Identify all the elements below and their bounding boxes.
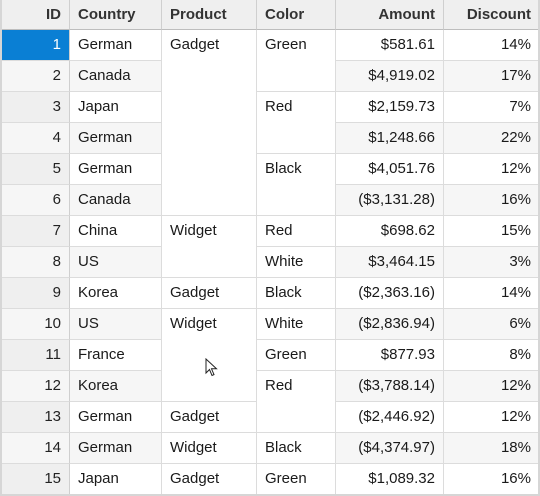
cell-country[interactable]: German: [70, 123, 162, 154]
cell-country[interactable]: US: [70, 247, 162, 278]
cell-discount[interactable]: 18%: [444, 433, 540, 464]
column-header-country[interactable]: Country: [70, 0, 162, 30]
cell-id[interactable]: 14: [0, 433, 70, 464]
cell-id[interactable]: 11: [0, 340, 70, 371]
cell-id[interactable]: 13: [0, 402, 70, 433]
merged-cell-product[interactable]: Widget: [162, 216, 257, 278]
cell-amount[interactable]: $1,248.66: [336, 123, 444, 154]
cell-id[interactable]: 2: [0, 61, 70, 92]
cell-amount[interactable]: ($3,788.14): [336, 371, 444, 402]
column-header-discount[interactable]: Discount: [444, 0, 540, 30]
cell-amount[interactable]: $4,051.76: [336, 154, 444, 185]
merged-cell-product[interactable]: Gadget: [162, 402, 257, 433]
mouse-pointer-icon: [205, 358, 218, 377]
cell-amount[interactable]: $1,089.32: [336, 464, 444, 495]
column-header-color[interactable]: Color: [257, 0, 336, 30]
cell-country[interactable]: Japan: [70, 464, 162, 495]
cell-discount[interactable]: 14%: [444, 278, 540, 309]
cell-id[interactable]: 8: [0, 247, 70, 278]
cell-amount[interactable]: ($2,446.92): [336, 402, 444, 433]
cell-id[interactable]: 1: [0, 30, 70, 61]
cell-id[interactable]: 9: [0, 278, 70, 309]
merged-cell-color[interactable]: Black: [257, 433, 336, 464]
cell-country[interactable]: Canada: [70, 61, 162, 92]
cell-id[interactable]: 15: [0, 464, 70, 495]
cell-amount[interactable]: $581.61: [336, 30, 444, 61]
cell-country[interactable]: Japan: [70, 92, 162, 123]
grid-right-border: [538, 0, 540, 496]
merged-cell-color[interactable]: Red: [257, 92, 336, 154]
column-header-product[interactable]: Product: [162, 0, 257, 30]
grid-left-border: [0, 0, 2, 496]
cell-discount[interactable]: 12%: [444, 402, 540, 433]
cell-amount[interactable]: $698.62: [336, 216, 444, 247]
cell-amount[interactable]: ($2,363.16): [336, 278, 444, 309]
cell-country[interactable]: China: [70, 216, 162, 247]
cell-discount[interactable]: 16%: [444, 185, 540, 216]
column-header-amount[interactable]: Amount: [336, 0, 444, 30]
merged-cell-color[interactable]: Black: [257, 278, 336, 309]
cell-discount[interactable]: 12%: [444, 154, 540, 185]
cell-country[interactable]: US: [70, 309, 162, 340]
cell-discount[interactable]: 16%: [444, 464, 540, 495]
column-header-id[interactable]: ID: [0, 0, 70, 30]
cell-country[interactable]: Korea: [70, 278, 162, 309]
cell-id[interactable]: 10: [0, 309, 70, 340]
cell-discount[interactable]: 14%: [444, 30, 540, 61]
merged-cell-color[interactable]: Black: [257, 154, 336, 216]
merged-cell-color[interactable]: Red: [257, 371, 336, 433]
cell-discount[interactable]: 22%: [444, 123, 540, 154]
cell-id[interactable]: 4: [0, 123, 70, 154]
cell-discount[interactable]: 15%: [444, 216, 540, 247]
cell-id[interactable]: 6: [0, 185, 70, 216]
merged-cell-product[interactable]: Gadget: [162, 30, 257, 216]
cell-amount[interactable]: $877.93: [336, 340, 444, 371]
cell-country[interactable]: German: [70, 433, 162, 464]
cell-amount[interactable]: ($2,836.94): [336, 309, 444, 340]
cell-country[interactable]: German: [70, 30, 162, 61]
cell-discount[interactable]: 17%: [444, 61, 540, 92]
merged-cell-color[interactable]: White: [257, 247, 336, 278]
cell-discount[interactable]: 12%: [444, 371, 540, 402]
merged-cell-color[interactable]: Green: [257, 340, 336, 371]
cell-discount[interactable]: 7%: [444, 92, 540, 123]
cell-country[interactable]: France: [70, 340, 162, 371]
merged-cell-product[interactable]: Gadget: [162, 464, 257, 495]
cell-country[interactable]: German: [70, 154, 162, 185]
cell-discount[interactable]: 6%: [444, 309, 540, 340]
cell-discount[interactable]: 3%: [444, 247, 540, 278]
cell-amount[interactable]: ($3,131.28): [336, 185, 444, 216]
merged-cell-product[interactable]: Gadget: [162, 278, 257, 309]
cell-id[interactable]: 3: [0, 92, 70, 123]
merged-cell-color[interactable]: Green: [257, 30, 336, 92]
cell-country[interactable]: Korea: [70, 371, 162, 402]
cell-amount[interactable]: ($4,374.97): [336, 433, 444, 464]
merged-cell-color[interactable]: Green: [257, 464, 336, 495]
merged-cell-product[interactable]: Widget: [162, 433, 257, 464]
cell-amount[interactable]: $4,919.02: [336, 61, 444, 92]
cell-country[interactable]: Canada: [70, 185, 162, 216]
cell-id[interactable]: 12: [0, 371, 70, 402]
cell-country[interactable]: German: [70, 402, 162, 433]
cell-amount[interactable]: $3,464.15: [336, 247, 444, 278]
cell-id[interactable]: 7: [0, 216, 70, 247]
merged-cell-product[interactable]: Widget: [162, 309, 257, 402]
merged-cell-color[interactable]: White: [257, 309, 336, 340]
cell-amount[interactable]: $2,159.73: [336, 92, 444, 123]
merged-cell-color[interactable]: Red: [257, 216, 336, 247]
cell-discount[interactable]: 8%: [444, 340, 540, 371]
grid-bottom-border: [0, 494, 540, 496]
cell-id[interactable]: 5: [0, 154, 70, 185]
